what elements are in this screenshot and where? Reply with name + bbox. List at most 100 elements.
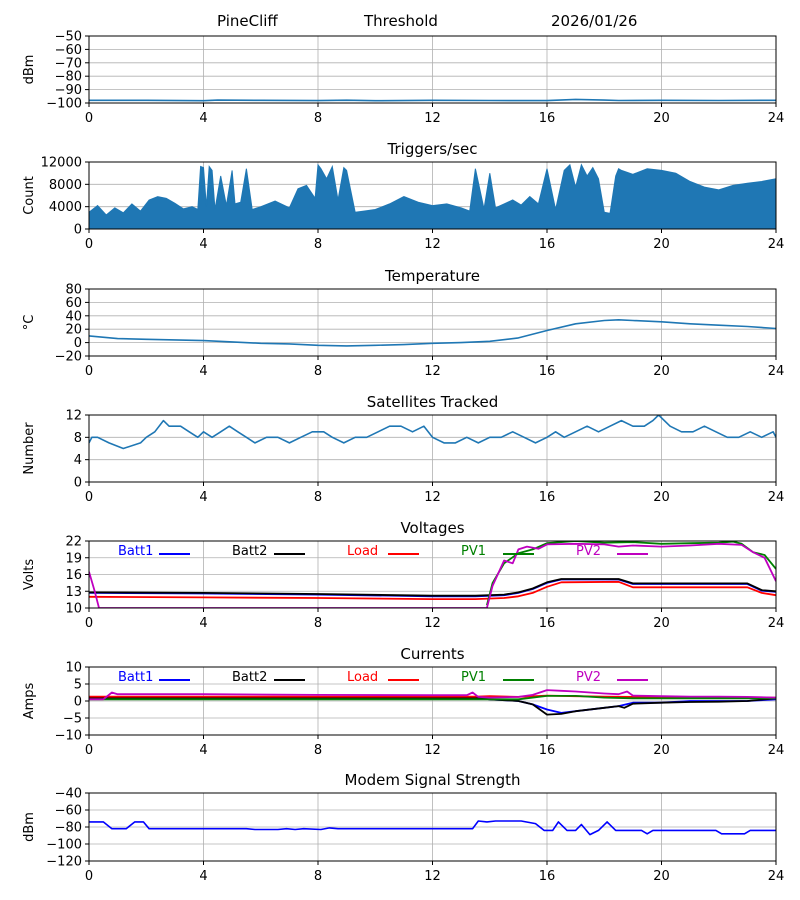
series-currents-batt2: [89, 696, 776, 716]
y-tick-label: 8: [74, 431, 82, 446]
x-tick-label: 8: [314, 111, 322, 126]
legend-label-pv2: PV2: [576, 670, 601, 685]
y-tick-label: 0: [74, 476, 82, 491]
x-tick-label: 20: [653, 616, 670, 631]
header-station: PineCliff: [217, 12, 278, 30]
y-tick-label: −40: [55, 787, 82, 802]
series-voltages-pv1: [486, 541, 776, 606]
x-tick-label: 24: [768, 743, 785, 758]
x-tick-label: 4: [199, 237, 207, 252]
chart-title: Voltages: [400, 519, 464, 537]
chart-title: Currents: [400, 645, 464, 663]
y-tick-label: 16: [65, 568, 82, 583]
y-tick-label: 0: [74, 223, 82, 238]
x-tick-label: 4: [199, 869, 207, 884]
x-tick-label: 20: [653, 364, 670, 379]
y-tick-label: 4: [74, 453, 82, 468]
x-tick-label: 0: [85, 869, 93, 884]
y-tick-label: −120: [46, 855, 82, 870]
series-voltages-batt2: [89, 578, 776, 597]
series-currents-pv2: [89, 689, 776, 701]
x-tick-label: 12: [424, 490, 441, 505]
y-axis-label: °C: [22, 315, 37, 331]
series-modem-modem-dbm: [89, 820, 776, 836]
x-tick-label: 16: [539, 237, 556, 252]
y-tick-label: 10: [65, 602, 82, 617]
legend-label-pv1: PV1: [461, 670, 486, 685]
x-tick-label: 0: [85, 111, 93, 126]
series-noise-dbm: [89, 98, 776, 102]
x-tick-label: 8: [314, 490, 322, 505]
x-tick-label: 4: [199, 364, 207, 379]
legend-label-pv2: PV2: [576, 544, 601, 559]
chart-title: Temperature: [384, 267, 480, 285]
chart-triggers: 0 4 8 12 16 20 24 12000 8000 4000 0 Triggers/sec Cou…: [22, 140, 784, 252]
x-tick-label: 0: [85, 364, 93, 379]
y-tick-label: −60: [55, 43, 82, 58]
x-tick-label: 12: [424, 237, 441, 252]
y-tick-label: −10: [55, 729, 82, 744]
chart-title: Satellites Tracked: [367, 393, 498, 411]
series-currents-pv1: [89, 695, 776, 701]
y-tick-label: 0: [74, 695, 82, 710]
y-tick-label: −80: [55, 70, 82, 85]
y-tick-label: 10: [65, 661, 82, 676]
x-tick-label: 16: [539, 743, 556, 758]
y-tick-label: 12000: [41, 156, 82, 171]
x-tick-label: 16: [539, 616, 556, 631]
x-tick-label: 20: [653, 237, 670, 252]
y-tick-label: 40: [65, 309, 82, 324]
y-tick-label: 20: [65, 323, 82, 338]
x-tick-label: 12: [424, 869, 441, 884]
x-tick-label: 8: [314, 616, 322, 631]
y-tick-label: 60: [65, 296, 82, 311]
x-tick-label: 12: [424, 616, 441, 631]
chart-title: Modem Signal Strength: [345, 771, 521, 789]
x-tick-label: 16: [539, 869, 556, 884]
x-tick-label: 24: [768, 490, 785, 505]
chart-modem: 0 4 8 12 16 20 24 −40 −60 −80 −100 −120 Modem Signal…: [22, 771, 784, 884]
x-tick-label: 12: [424, 111, 441, 126]
x-tick-label: 20: [653, 869, 670, 884]
y-tick-label: −80: [55, 821, 82, 836]
x-tick-label: 24: [768, 111, 785, 126]
y-tick-label: 80: [65, 283, 82, 298]
series-temperature-temperature: [89, 319, 776, 347]
legend-label-batt2: Batt2: [232, 670, 267, 685]
y-tick-label: 8000: [49, 178, 82, 193]
series-voltages-pv2: [89, 542, 776, 608]
y-tick-label: −100: [46, 97, 82, 112]
y-tick-label: −5: [63, 712, 82, 727]
y-axis-label: Count: [22, 176, 37, 215]
y-axis-label: dBm: [22, 812, 37, 842]
x-tick-label: 16: [539, 490, 556, 505]
x-tick-label: 0: [85, 743, 93, 758]
x-tick-label: 12: [424, 743, 441, 758]
x-tick-label: 8: [314, 743, 322, 758]
x-tick-label: 16: [539, 111, 556, 126]
series-satellites-satellites: [89, 415, 776, 450]
y-tick-label: −20: [55, 350, 82, 365]
x-tick-label: 24: [768, 616, 785, 631]
x-tick-label: 4: [199, 490, 207, 505]
y-tick-label: −50: [55, 30, 82, 45]
legend-label-batt1: Batt1: [118, 670, 153, 685]
x-tick-label: 16: [539, 364, 556, 379]
y-axis-label: Number: [22, 422, 37, 475]
chart-satellites: 0 4 8 12 16 20 24 12 8 4 0 Satellites Tracked Number: [22, 393, 784, 505]
y-tick-label: 19: [65, 551, 82, 566]
x-tick-label: 8: [314, 364, 322, 379]
chart-noise: 0 4 8 12 16 20 24 −50−60−70−80−90−100 dBm: [22, 30, 784, 127]
x-tick-label: 0: [85, 490, 93, 505]
x-tick-label: 24: [768, 364, 785, 379]
x-tick-label: 0: [85, 237, 93, 252]
y-tick-label: 4000: [49, 200, 82, 215]
legend-label-batt2: Batt2: [232, 544, 267, 559]
x-tick-label: 4: [199, 743, 207, 758]
x-tick-label: 0: [85, 616, 93, 631]
x-tick-label: 20: [653, 111, 670, 126]
legend-label-pv1: PV1: [461, 544, 486, 559]
y-tick-label: −100: [46, 838, 82, 853]
